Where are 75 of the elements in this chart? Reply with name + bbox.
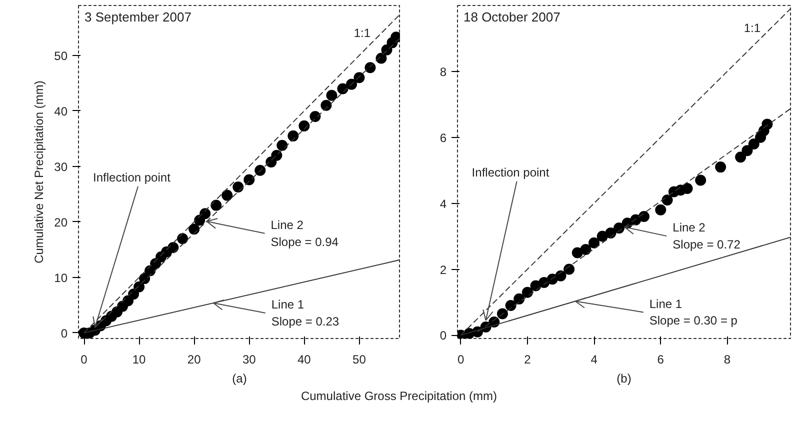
y-tick-label: 20	[54, 215, 68, 230]
point	[134, 281, 145, 292]
annotation: Line 1 Slope = 0.23	[271, 298, 340, 328]
point	[210, 200, 222, 211]
point	[337, 83, 348, 94]
y-tick-label: 0	[60, 326, 68, 340]
point	[588, 237, 600, 248]
point	[200, 208, 211, 220]
point	[271, 150, 282, 161]
series-label: 1:1	[354, 26, 371, 40]
point	[254, 164, 266, 176]
point	[222, 190, 233, 201]
annotation: Line 2 Slope = 0.94	[270, 218, 339, 249]
x-tick-label: 8	[724, 352, 731, 366]
x-tick-label: 10	[132, 352, 146, 366]
chart-title: 3 September 2007	[84, 10, 192, 24]
x-tick-label: 40	[298, 352, 312, 366]
x-axis-title: (b)	[616, 372, 632, 386]
point	[496, 308, 508, 320]
point	[310, 111, 321, 122]
point	[715, 162, 726, 173]
point	[364, 62, 376, 74]
point	[748, 138, 760, 150]
text: Cumulative Gross Precipitation (mm)	[300, 388, 498, 405]
point	[298, 120, 310, 132]
x-tick-label: 6	[657, 352, 664, 366]
point	[276, 140, 288, 151]
point	[505, 300, 516, 312]
point	[572, 247, 583, 258]
series-label: 1:1	[744, 20, 761, 35]
y-axis-title: Cumulative Net Precipitation (mm)	[32, 80, 46, 264]
point	[655, 204, 666, 216]
point	[522, 286, 533, 298]
annotation: Line 2 Slope = 0.72	[672, 220, 741, 252]
annotation: Inflection point	[472, 165, 550, 180]
point	[320, 100, 332, 111]
point	[326, 90, 338, 101]
annotation: Inflection point	[93, 170, 172, 184]
point	[564, 264, 575, 275]
x-tick-label: 30	[242, 352, 256, 366]
y-tick-label: 40	[54, 104, 68, 118]
point	[742, 145, 753, 156]
point	[188, 224, 200, 235]
point	[244, 174, 255, 186]
point	[638, 211, 650, 222]
point	[514, 293, 525, 304]
x-tick-label: 50	[352, 352, 366, 366]
y-tick-label: 2	[440, 262, 447, 277]
point	[605, 228, 616, 238]
chart-title: 18 October 2007	[464, 10, 560, 24]
point	[662, 194, 673, 206]
y-tick-label: 0	[440, 328, 447, 343]
y-tick-label: 30	[54, 160, 68, 174]
point	[354, 72, 365, 84]
annotation: Line 1 Slope = 0.30 = p	[649, 296, 738, 328]
y-tick-label: 10	[54, 270, 68, 285]
point	[555, 270, 566, 282]
x-tick-label: 4	[590, 352, 598, 366]
point	[762, 118, 773, 130]
x-tick-label: 0	[80, 352, 88, 366]
y-tick-label: 8	[440, 64, 447, 79]
point	[232, 181, 244, 192]
point	[735, 152, 746, 163]
point	[288, 130, 299, 142]
y-tick-label: 50	[54, 48, 68, 63]
x-tick-label: 2	[524, 352, 532, 366]
point	[346, 78, 358, 90]
y-tick-label: 4	[440, 196, 447, 211]
x-tick-label: 0	[457, 352, 464, 366]
point	[580, 244, 592, 255]
y-tick-label: 6	[440, 130, 447, 145]
point	[682, 182, 693, 194]
x-tick-label: 20	[187, 352, 202, 366]
x-axis-title: (a)	[232, 372, 247, 386]
point	[695, 174, 706, 186]
